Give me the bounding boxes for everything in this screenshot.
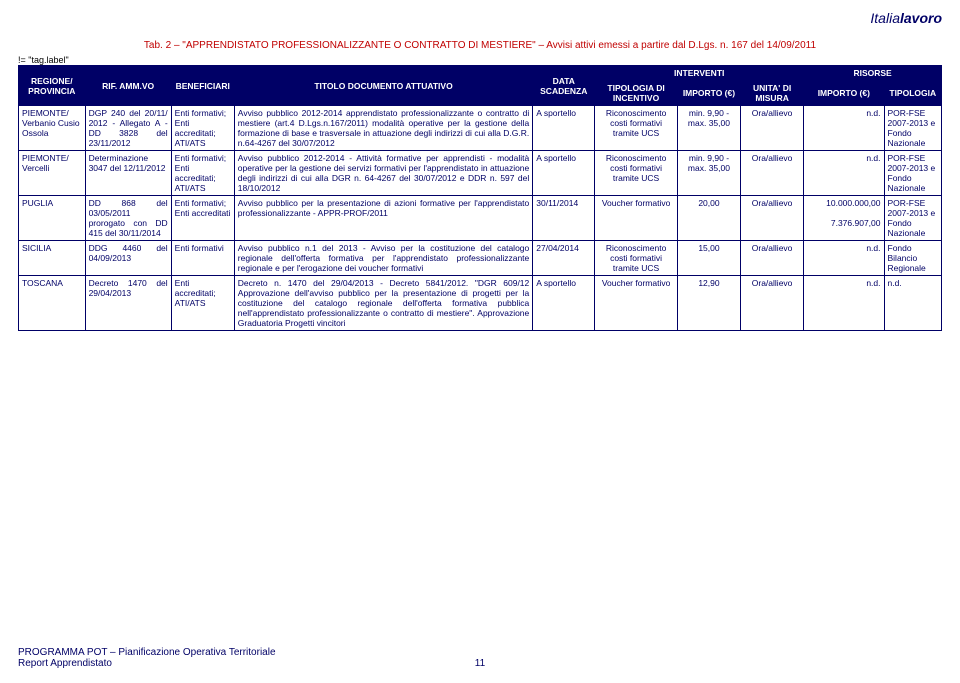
- cell-beneficiari: Enti formativi: [171, 241, 234, 276]
- cell-titolo: Avviso pubblico 2012-2014 apprendistato …: [234, 106, 532, 151]
- cell-beneficiari: Enti formativi; Enti accreditati: [171, 196, 234, 241]
- th-data: DATA SCADENZA: [533, 66, 595, 106]
- th-interventi: INTERVENTI: [595, 66, 804, 81]
- th-importo-ris: IMPORTO (€): [804, 81, 884, 106]
- footer-line2: Report Apprendistato: [18, 658, 276, 669]
- cell-tipologia-inc: Voucher formativo: [595, 276, 678, 331]
- logo-part2: lavoro: [900, 10, 942, 26]
- cell-tipologia-inc: Riconoscimento costi formativi tramite U…: [595, 151, 678, 196]
- cell-importo-ris: n.d.: [804, 241, 884, 276]
- table-row: SICILIA DDG 4460 del 04/09/2013 Enti for…: [19, 241, 942, 276]
- logo: Italialavoro: [870, 10, 942, 26]
- cell-regione: PIEMONTE/ Verbanio Cusio Ossola: [19, 106, 86, 151]
- cell-importo-inc: 12,90: [677, 276, 740, 331]
- cell-regione: PIEMONTE/ Vercelli: [19, 151, 86, 196]
- cell-data: A sportello: [533, 151, 595, 196]
- th-tipologia-ris: TIPOLOGIA: [884, 81, 942, 106]
- cell-tipologia-ris: n.d.: [884, 276, 942, 331]
- cell-regione: SICILIA: [19, 241, 86, 276]
- cell-importo-ris: n.d.: [804, 276, 884, 331]
- cell-unita: Ora/allievo: [741, 241, 804, 276]
- cell-unita: Ora/allievo: [741, 151, 804, 196]
- cell-titolo: Avviso pubblico per la presentazione di …: [234, 196, 532, 241]
- table-body: PIEMONTE/ Verbanio Cusio Ossola DGP 240 …: [19, 106, 942, 331]
- cell-importo-inc: min. 9,90 - max. 35,00: [677, 106, 740, 151]
- cell-regione: PUGLIA: [19, 196, 86, 241]
- cell-regione: TOSCANA: [19, 276, 86, 331]
- content-area: Tab. 2 – "APPRENDISTATO PROFESSIONALIZZA…: [0, 0, 960, 331]
- cell-data: A sportello: [533, 276, 595, 331]
- table-row: PUGLIA DD 868 del 03/05/2011 prorogato c…: [19, 196, 942, 241]
- cell-beneficiari: Enti formativi; Enti accreditati; ATI/AT…: [171, 106, 234, 151]
- cell-titolo: Avviso pubblico 2012-2014 - Attività for…: [234, 151, 532, 196]
- table-head: REGIONE/ PROVINCIA RIF. AMM.VO BENEFICIA…: [19, 66, 942, 106]
- table-row: TOSCANA Decreto 1470 del 29/04/2013 Enti…: [19, 276, 942, 331]
- cell-data: 27/04/2014: [533, 241, 595, 276]
- th-tipologia-inc: TIPOLOGIA DI INCENTIVO: [595, 81, 678, 106]
- table-row: PIEMONTE/ Verbanio Cusio Ossola DGP 240 …: [19, 106, 942, 151]
- cell-importo-inc: min. 9,90 - max. 35,00: [677, 151, 740, 196]
- th-risorse: RISORSE: [804, 66, 942, 81]
- cell-unita: Ora/allievo: [741, 276, 804, 331]
- footer-page: 11: [475, 658, 485, 669]
- table-title: Tab. 2 – "APPRENDISTATO PROFESSIONALIZZA…: [18, 40, 942, 51]
- cell-importo-inc: 20,00: [677, 196, 740, 241]
- cell-importo-inc: 15,00: [677, 241, 740, 276]
- cell-unita: Ora/allievo: [741, 106, 804, 151]
- cell-tipologia-inc: Voucher formativo: [595, 196, 678, 241]
- th-rif: RIF. AMM.VO: [85, 66, 171, 106]
- cell-importo-ris: 10.000.000,00 7.376.907,00: [804, 196, 884, 241]
- cell-tipologia-ris: POR-FSE 2007-2013 e Fondo Nazionale: [884, 196, 942, 241]
- cell-importo-ris: n.d.: [804, 151, 884, 196]
- footer-line1: PROGRAMMA POT – Pianificazione Operativa…: [18, 647, 276, 658]
- cell-unita: Ora/allievo: [741, 196, 804, 241]
- cell-data: 30/11/2014: [533, 196, 595, 241]
- cell-titolo: Avviso pubblico n.1 del 2013 - Avviso pe…: [234, 241, 532, 276]
- table-row: PIEMONTE/ Vercelli Determinazione 3047 d…: [19, 151, 942, 196]
- th-regione: REGIONE/ PROVINCIA: [19, 66, 86, 106]
- cell-rif: DDG 4460 del 04/09/2013: [85, 241, 171, 276]
- cell-tipologia-ris: POR-FSE 2007-2013 e Fondo Nazionale: [884, 151, 942, 196]
- cell-beneficiari: Enti accreditati; ATI/ATS: [171, 276, 234, 331]
- cell-rif: Decreto 1470 del 29/04/2013: [85, 276, 171, 331]
- cell-tipologia-inc: Riconoscimento costi formativi tramite U…: [595, 106, 678, 151]
- cell-tipologia-ris: Fondo Bilancio Regionale: [884, 241, 942, 276]
- th-titolo: TITOLO DOCUMENTO ATTUATIVO: [234, 66, 532, 106]
- cell-data: A sportello: [533, 106, 595, 151]
- main-table: REGIONE/ PROVINCIA RIF. AMM.VO BENEFICIA…: [18, 65, 942, 331]
- logo-part1: Italia: [870, 10, 900, 26]
- cell-titolo: Decreto n. 1470 del 29/04/2013 - Decreto…: [234, 276, 532, 331]
- cell-importo-ris: n.d.: [804, 106, 884, 151]
- cell-rif: DGP 240 del 20/11/ 2012 - Allegato A - D…: [85, 106, 171, 151]
- footer-left: PROGRAMMA POT – Pianificazione Operativa…: [18, 647, 276, 669]
- cell-beneficiari: Enti formativi; Enti accreditati; ATI/AT…: [171, 151, 234, 196]
- cell-rif: DD 868 del 03/05/2011 prorogato con DD 4…: [85, 196, 171, 241]
- footer: PROGRAMMA POT – Pianificazione Operativa…: [18, 647, 942, 669]
- th-unita: UNITA' DI MISURA: [741, 81, 804, 106]
- th-importo-inc: IMPORTO (€): [677, 81, 740, 106]
- cell-tipologia-inc: Riconoscimento costi formativi tramite U…: [595, 241, 678, 276]
- cell-rif: Determinazione 3047 del 12/11/2012: [85, 151, 171, 196]
- th-beneficiari: BENEFICIARI: [171, 66, 234, 106]
- cell-tipologia-ris: POR-FSE 2007-2013 e Fondo Nazionale: [884, 106, 942, 151]
